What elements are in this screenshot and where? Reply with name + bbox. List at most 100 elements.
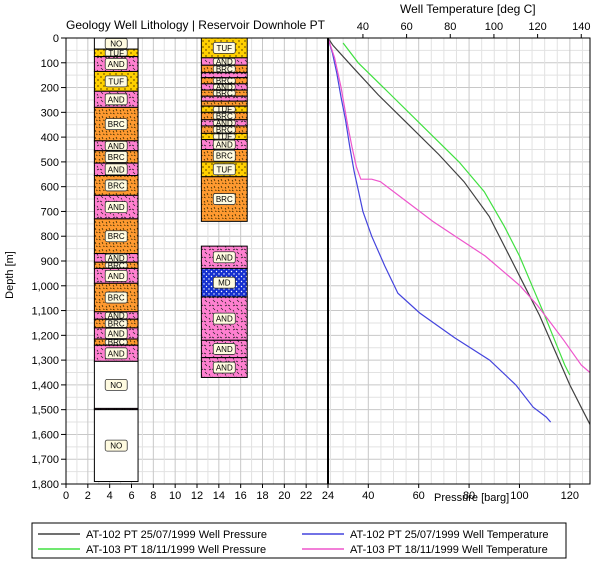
lith-tick-label: 22: [300, 490, 312, 502]
depth-tick-label: 1,600: [31, 429, 59, 441]
temperature-tick-label: 80: [444, 21, 456, 33]
lith-label: AND: [216, 253, 233, 262]
lith-label: AND: [108, 272, 125, 281]
lith-tick-label: 24: [322, 490, 334, 502]
depth-tick-label: 600: [41, 182, 59, 194]
depth-axis-title: Depth [m]: [4, 251, 16, 299]
lith-label: TUF: [217, 44, 233, 53]
lith-label: AND: [108, 349, 125, 358]
lith-label: AND: [216, 345, 233, 354]
lith-label: BRC: [108, 261, 125, 270]
legend-box: [31, 522, 567, 559]
depth-tick-label: 100: [41, 58, 59, 70]
lith-label-box: [104, 327, 128, 339]
lith-label: AND: [108, 203, 125, 212]
lith-label-box: [104, 253, 128, 263]
pressure-tick-label: 100: [510, 490, 528, 502]
lith-label: TUF: [108, 49, 124, 58]
depth-tick-label: 1,700: [31, 454, 59, 466]
lith-label: AND: [108, 142, 125, 151]
chart-title: Geology Well Lithology | Reservoir Downh…: [66, 18, 326, 32]
lith-tick-label: 10: [169, 490, 181, 502]
depth-tick-label: 1,200: [31, 330, 59, 342]
lith-label-box: [212, 251, 236, 264]
lith-label: AND: [108, 312, 125, 321]
lith-label: BRC: [108, 181, 125, 190]
lith-label: TUF: [217, 165, 233, 174]
series-line-2: [342, 42, 571, 376]
lith-tick-label: 2: [85, 490, 91, 502]
lith-tick-label: 12: [191, 490, 203, 502]
series-line-3: [328, 38, 552, 423]
lith-label-box: [104, 163, 128, 176]
pressure-axis-title: Pressure [barg]: [434, 492, 509, 504]
lith-label-box: [104, 319, 128, 328]
lith-tick-label: 16: [235, 490, 247, 502]
lith-tick-label: 14: [213, 490, 225, 502]
depth-tick-label: 1,500: [31, 405, 59, 417]
pt-series: [328, 38, 590, 425]
lith-label: AND: [216, 119, 233, 128]
lith-interval: [200, 95, 248, 102]
lith-label: BRC: [216, 89, 233, 98]
temperature-tick-label: 100: [485, 21, 503, 33]
lith-label: NO: [110, 381, 122, 390]
lith-label-box: [104, 347, 128, 360]
lith-label-box: [212, 119, 236, 126]
depth-tick-label: 500: [41, 157, 59, 169]
lith-label-box: [104, 58, 128, 70]
lith-interval: [200, 296, 248, 341]
pressure-tick-label: 120: [561, 490, 579, 502]
lith-label: BRC: [216, 77, 233, 86]
lith-label: BRC: [216, 195, 233, 204]
lith-label-box: [104, 291, 128, 304]
lith-label-box: [104, 378, 128, 391]
lith-label: MD: [218, 279, 231, 288]
lith-label-box: [104, 93, 128, 106]
depth-tick-label: 1,000: [31, 281, 59, 293]
lith-label-box: [104, 201, 128, 214]
lith-label: BRC: [216, 126, 233, 135]
lith-label-box: [212, 276, 236, 289]
lith-label: AND: [216, 364, 233, 373]
lith-label-box: [104, 230, 128, 243]
lith-tick-label: 4: [107, 490, 113, 502]
depth-tick-label: 0: [53, 33, 59, 45]
depth-tick-label: 1,400: [31, 380, 59, 392]
lith-label-box: [104, 75, 128, 88]
series-line-4: [328, 38, 590, 373]
lith-tick-label: 6: [128, 490, 134, 502]
pressure-tick-label: 40: [362, 490, 374, 502]
lith-label-box: [104, 118, 128, 131]
depth-tick-label: 400: [41, 132, 59, 144]
pressure-tick-label: 80: [463, 490, 475, 502]
legend-label-2: AT-103 PT 18/11/1999 Well Pressure: [86, 544, 266, 556]
series-line-1: [328, 38, 590, 425]
lith-label-box: [104, 269, 128, 282]
lith-label: BRC: [108, 338, 125, 347]
legend-label-4: AT-103 PT 18/11/1999 Well Temperature: [350, 544, 548, 556]
lith-label: AND: [108, 60, 125, 69]
lith-label-box: [212, 312, 236, 325]
depth-tick-label: 800: [41, 231, 59, 243]
lith-label-box: [212, 343, 236, 355]
depth-tick-label: 1,300: [31, 355, 59, 367]
lith-tick-label: 18: [256, 490, 268, 502]
lith-label-box: [212, 193, 236, 205]
lith-tick-label: 20: [278, 490, 290, 502]
pressure-tick-label: 60: [413, 490, 425, 502]
lith-label: BRC: [108, 153, 125, 162]
lith-tick-label: 8: [150, 490, 156, 502]
lith-label-box: [212, 106, 236, 113]
lith-label: AND: [216, 315, 233, 324]
depth-tick-label: 900: [41, 256, 59, 268]
lith-label-box: [212, 163, 236, 176]
lith-label: AND: [216, 141, 233, 150]
lith-label-box: [104, 311, 128, 320]
lith-label-box: [212, 57, 236, 66]
depth-tick-label: 700: [41, 206, 59, 218]
temperature-axis-title: Well Temperature [deg C]: [400, 2, 536, 16]
lith-label: BRC: [108, 120, 125, 129]
temperature-tick-label: 60: [400, 21, 412, 33]
